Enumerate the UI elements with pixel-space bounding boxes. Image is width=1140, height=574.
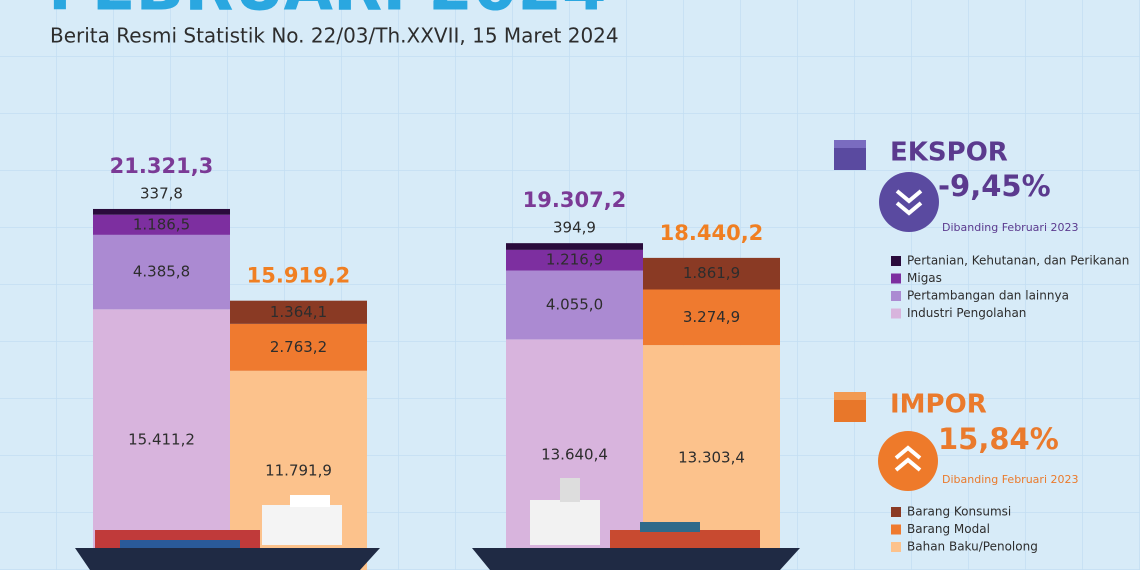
- value-label: 1.186,5: [133, 215, 190, 233]
- legend-label: Bahan Baku/Penolong: [907, 540, 1038, 554]
- total-label: 21.321,3: [110, 154, 214, 178]
- legend-swatch: [891, 256, 901, 266]
- legend-label: Migas: [907, 271, 942, 285]
- value-label: 11.791,9: [265, 461, 332, 479]
- value-label: 1.216,9: [546, 251, 603, 269]
- value-label: 13.640,4: [541, 446, 608, 464]
- bar-segment: [506, 270, 643, 340]
- legend-swatch: [891, 273, 901, 284]
- bar-segment: [93, 214, 230, 235]
- ekspor-icon: [834, 140, 866, 170]
- bar-segment: [93, 309, 230, 571]
- bar-segment: [93, 208, 230, 215]
- value-label: 1.861,9: [683, 264, 740, 282]
- legend-swatch: [891, 542, 901, 552]
- bar-segment: [643, 289, 780, 346]
- change-value: 15,84%: [938, 422, 1059, 456]
- legend-label: Industri Pengolahan: [907, 306, 1026, 320]
- value-label: 4.385,8: [133, 263, 190, 281]
- page-title: FEBRUARI 2024: [48, 0, 607, 26]
- bar-segment: [643, 257, 780, 290]
- legend-swatch: [891, 524, 901, 535]
- total-label: 19.307,2: [523, 188, 627, 212]
- ships: [75, 478, 800, 570]
- legend-swatch: [891, 507, 901, 517]
- value-label: 394,9: [553, 219, 596, 237]
- panel-heading: EKSPOR: [890, 138, 1008, 168]
- change-value: -9,45%: [938, 169, 1051, 203]
- bar-segment: [506, 243, 643, 250]
- value-label: 15.411,2: [128, 431, 195, 449]
- value-label: 13.303,4: [678, 449, 745, 467]
- down-arrow: [895, 189, 923, 216]
- up-arrow: [894, 445, 922, 472]
- subtitle: Berita Resmi Statistik No. 22/03/Th.XXVI…: [50, 24, 619, 48]
- change-note: Dibanding Februari 2023: [942, 473, 1079, 486]
- value-label: 1.364,1: [270, 303, 327, 321]
- legend-label: Barang Modal: [907, 522, 990, 536]
- value-label: 4.055,0: [546, 295, 603, 313]
- legend-label: Pertanian, Kehutanan, dan Perikanan: [907, 254, 1129, 268]
- legend-label: Barang Konsumsi: [907, 505, 1011, 519]
- bar-segment: [93, 234, 230, 310]
- bar-segment: [230, 300, 367, 324]
- panel-heading: IMPOR: [890, 390, 987, 420]
- legend-swatch: [891, 291, 901, 301]
- legend-swatch: [891, 308, 901, 319]
- value-label: 3.274,9: [683, 308, 740, 326]
- value-label: 2.763,2: [270, 338, 327, 356]
- change-note: Dibanding Februari 2023: [942, 221, 1079, 234]
- bar-segment: [230, 323, 367, 371]
- total-label: 15.919,2: [247, 264, 351, 288]
- total-label: 18.440,2: [660, 221, 764, 245]
- value-label: 337,8: [140, 184, 183, 202]
- impor-icon: [834, 392, 866, 422]
- legend-label: Pertambangan dan lainnya: [907, 289, 1069, 303]
- bar-segment: [506, 249, 643, 271]
